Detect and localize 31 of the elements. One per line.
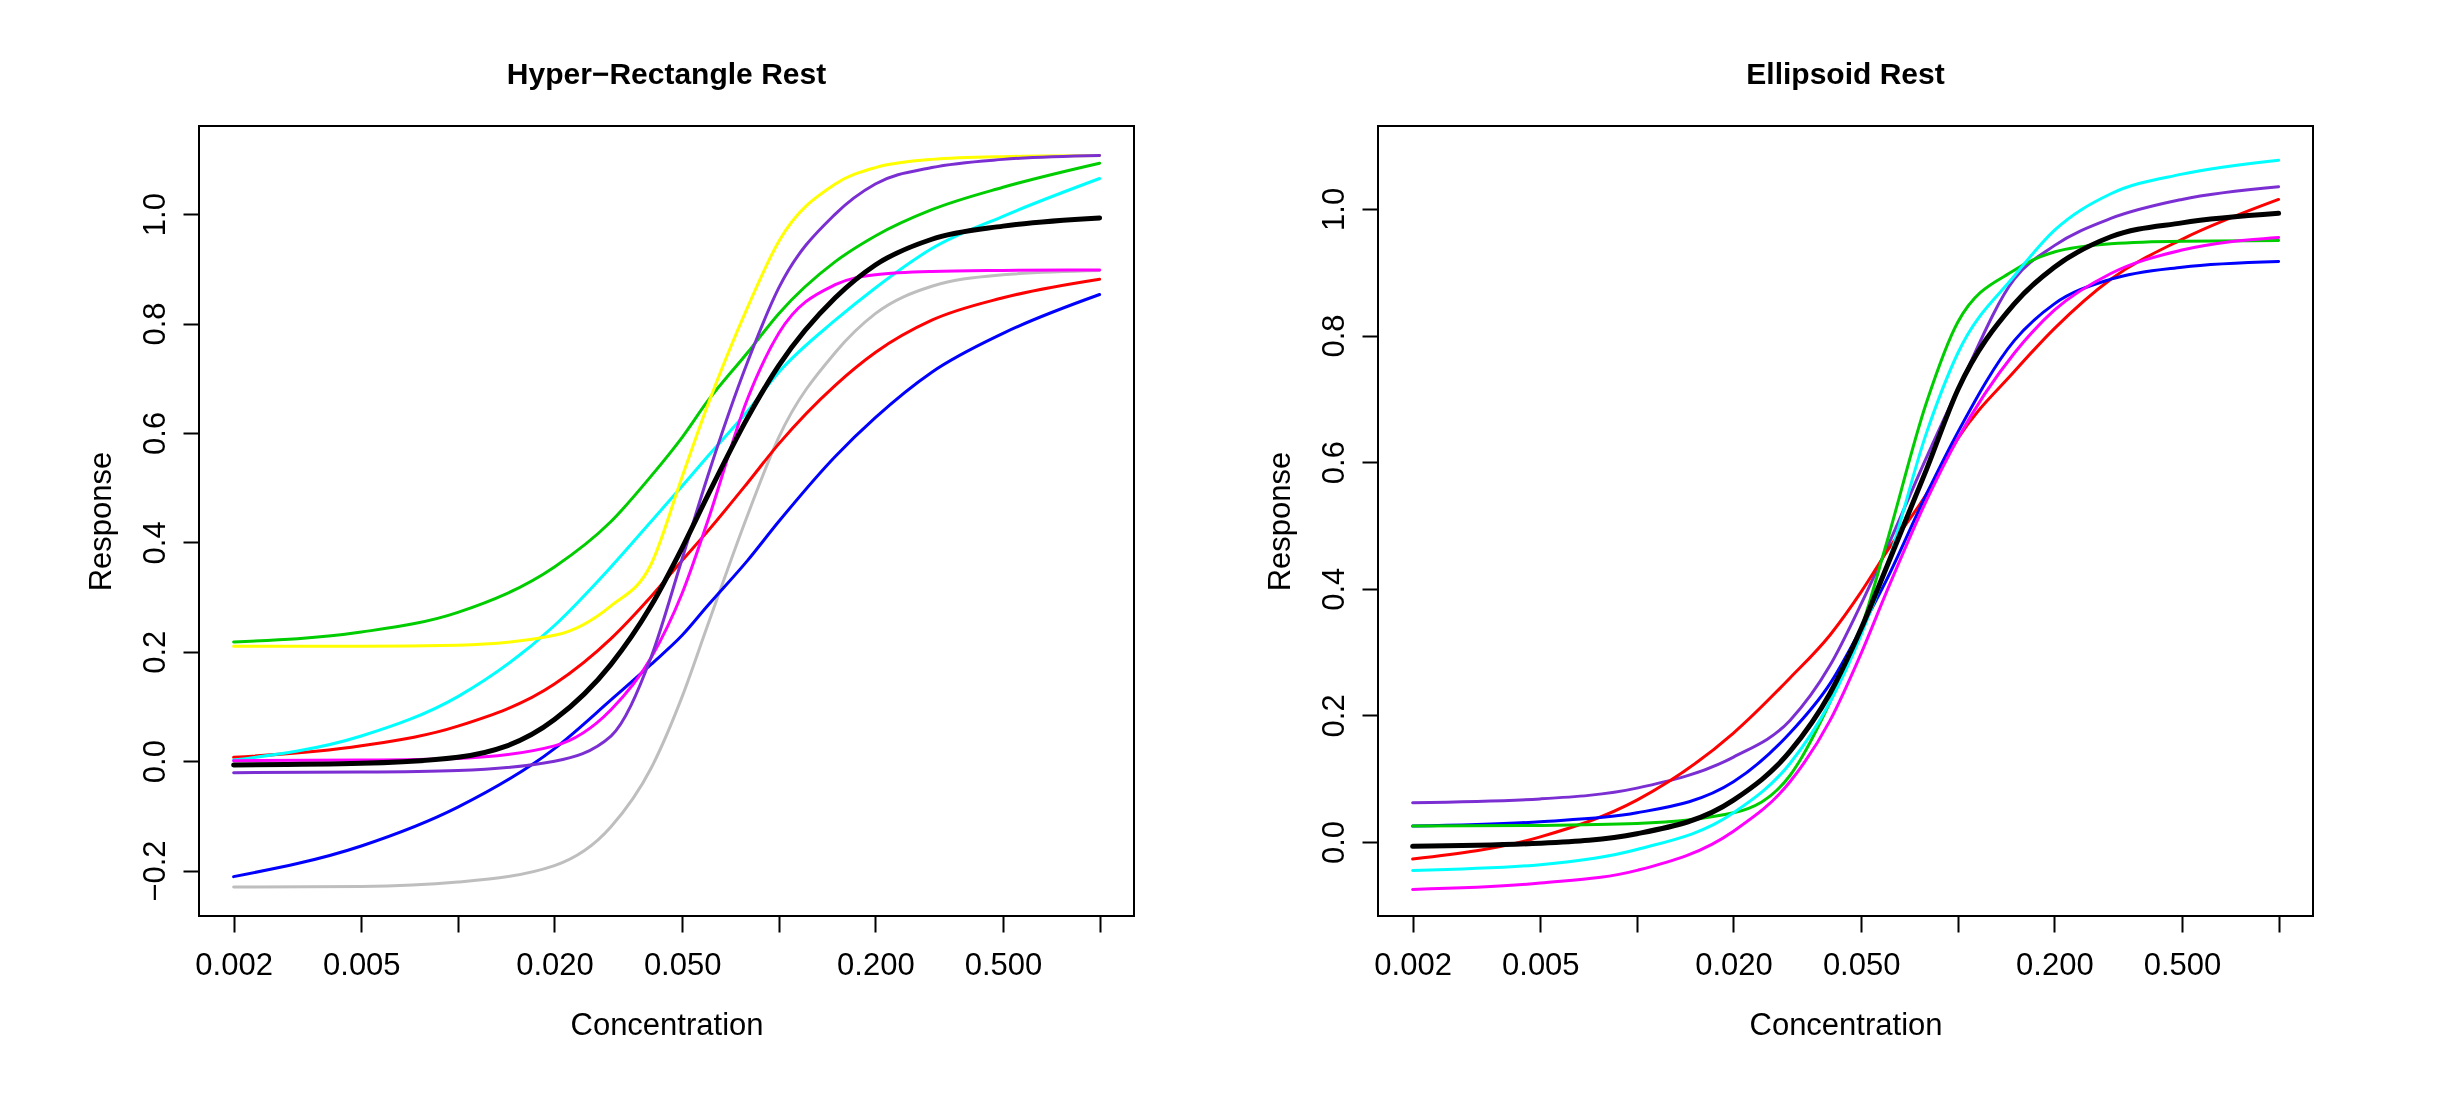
x-tick-label: 0.050	[1822, 946, 1901, 982]
y-axis-title: Response	[1261, 451, 1297, 592]
y-tick-label: 0.4	[1315, 567, 1351, 611]
x-tick-label: 0.200	[2016, 946, 2094, 982]
y-tick-label: 0.0	[1315, 820, 1351, 864]
y-tick-label: 0.4	[136, 521, 172, 565]
y-tick-label: −0.2	[136, 840, 172, 902]
x-tick-label: 0.200	[837, 946, 915, 982]
x-tick-label: 0.002	[1374, 946, 1452, 982]
x-tick-label: 0.020	[1695, 946, 1773, 982]
chart-title: Ellipsoid Rest	[1746, 57, 1945, 90]
x-tick-label: 0.500	[964, 946, 1043, 982]
x-tick-label: 0.005	[323, 946, 401, 982]
y-tick-label: 1.0	[1315, 187, 1351, 231]
x-tick-label: 0.005	[1502, 946, 1580, 982]
x-tick-label: 0.002	[195, 946, 273, 982]
y-tick-label: 0.8	[136, 302, 172, 346]
y-axis-title: Response	[82, 451, 118, 592]
y-tick-label: 1.0	[136, 193, 172, 237]
y-tick-label: 0.2	[136, 630, 172, 674]
chart-title: Hyper−Rectangle Rest	[506, 57, 827, 90]
y-tick-label: 0.6	[1315, 441, 1351, 485]
y-tick-label: 0.2	[1315, 694, 1351, 738]
x-tick-label: 0.500	[2143, 946, 2222, 982]
x-tick-label: 0.050	[643, 946, 722, 982]
x-axis-title: Concentration	[1749, 1006, 1943, 1042]
y-tick-label: 0.6	[136, 411, 172, 455]
x-axis-title: Concentration	[570, 1006, 764, 1042]
y-tick-label: 0.8	[1315, 314, 1351, 358]
x-tick-label: 0.020	[516, 946, 594, 982]
y-tick-label: 0.0	[136, 740, 172, 784]
